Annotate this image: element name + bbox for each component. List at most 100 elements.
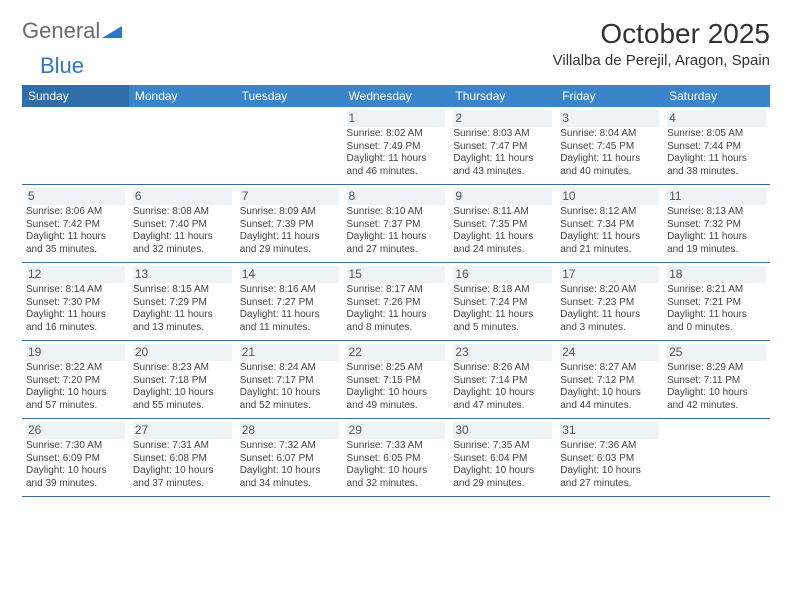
sunset-text: Sunset: 7:47 PM [453,141,552,154]
calendar-day-cell: 27Sunrise: 7:31 AMSunset: 6:08 PMDayligh… [129,419,236,497]
dl2-text: and 46 minutes. [347,166,446,179]
dl1-text: Daylight: 11 hours [560,309,659,322]
sunrise-text: Sunrise: 8:06 AM [26,206,125,219]
dl1-text: Daylight: 11 hours [453,231,552,244]
month-title: October 2025 [553,18,770,50]
sunrise-text: Sunrise: 8:08 AM [133,206,232,219]
sunrise-text: Sunrise: 8:04 AM [560,128,659,141]
calendar-week-row: 19Sunrise: 8:22 AMSunset: 7:20 PMDayligh… [22,341,770,419]
calendar-day-cell: 16Sunrise: 8:18 AMSunset: 7:24 PMDayligh… [449,263,556,341]
calendar-day-cell: 30Sunrise: 7:35 AMSunset: 6:04 PMDayligh… [449,419,556,497]
calendar-day-cell: 23Sunrise: 8:26 AMSunset: 7:14 PMDayligh… [449,341,556,419]
day-number: 19 [26,344,125,361]
dl2-text: and 24 minutes. [453,244,552,257]
dl2-text: and 49 minutes. [347,400,446,413]
sunrise-text: Sunrise: 7:36 AM [560,440,659,453]
sunrise-text: Sunrise: 7:30 AM [26,440,125,453]
sunrise-text: Sunrise: 8:21 AM [667,284,766,297]
sunrise-text: Sunrise: 8:13 AM [667,206,766,219]
calendar-day-cell: 17Sunrise: 8:20 AMSunset: 7:23 PMDayligh… [556,263,663,341]
calendar-day-cell: 18Sunrise: 8:21 AMSunset: 7:21 PMDayligh… [663,263,770,341]
sunrise-text: Sunrise: 8:10 AM [347,206,446,219]
dl2-text: and 13 minutes. [133,322,232,335]
calendar-week-row: 26Sunrise: 7:30 AMSunset: 6:09 PMDayligh… [22,419,770,497]
dl2-text: and 44 minutes. [560,400,659,413]
dl1-text: Daylight: 11 hours [133,309,232,322]
dl2-text: and 52 minutes. [240,400,339,413]
calendar-day-cell: 31Sunrise: 7:36 AMSunset: 6:03 PMDayligh… [556,419,663,497]
sunset-text: Sunset: 6:09 PM [26,453,125,466]
calendar-day-cell: 6Sunrise: 8:08 AMSunset: 7:40 PMDaylight… [129,185,236,263]
dl1-text: Daylight: 11 hours [453,309,552,322]
dl1-text: Daylight: 10 hours [347,465,446,478]
day-number: 29 [347,422,446,439]
dl2-text: and 16 minutes. [26,322,125,335]
calendar-day-cell [22,107,129,185]
day-header: Sunday [22,85,129,107]
dl2-text: and 11 minutes. [240,322,339,335]
dl2-text: and 34 minutes. [240,478,339,491]
logo-triangle-icon [102,18,122,44]
dl1-text: Daylight: 10 hours [667,387,766,400]
day-number: 4 [667,110,766,127]
dl2-text: and 35 minutes. [26,244,125,257]
sunrise-text: Sunrise: 8:03 AM [453,128,552,141]
sunrise-text: Sunrise: 7:33 AM [347,440,446,453]
calendar-body: 1Sunrise: 8:02 AMSunset: 7:49 PMDaylight… [22,107,770,497]
calendar-day-cell: 7Sunrise: 8:09 AMSunset: 7:39 PMDaylight… [236,185,343,263]
day-header: Wednesday [343,85,450,107]
day-number: 12 [26,266,125,283]
sunset-text: Sunset: 7:44 PM [667,141,766,154]
dl1-text: Daylight: 10 hours [453,387,552,400]
dl2-text: and 8 minutes. [347,322,446,335]
calendar-day-cell: 20Sunrise: 8:23 AMSunset: 7:18 PMDayligh… [129,341,236,419]
calendar-day-cell: 28Sunrise: 7:32 AMSunset: 6:07 PMDayligh… [236,419,343,497]
dl2-text: and 55 minutes. [133,400,232,413]
sunset-text: Sunset: 7:23 PM [560,297,659,310]
dl2-text: and 21 minutes. [560,244,659,257]
calendar-day-cell: 14Sunrise: 8:16 AMSunset: 7:27 PMDayligh… [236,263,343,341]
dl1-text: Daylight: 11 hours [347,309,446,322]
dl1-text: Daylight: 11 hours [133,231,232,244]
dl1-text: Daylight: 10 hours [453,465,552,478]
calendar-day-cell: 13Sunrise: 8:15 AMSunset: 7:29 PMDayligh… [129,263,236,341]
dl1-text: Daylight: 11 hours [560,153,659,166]
dl1-text: Daylight: 11 hours [347,153,446,166]
dl2-text: and 43 minutes. [453,166,552,179]
day-number: 6 [133,188,232,205]
calendar-day-cell: 8Sunrise: 8:10 AMSunset: 7:37 PMDaylight… [343,185,450,263]
dl1-text: Daylight: 11 hours [347,231,446,244]
day-header: Monday [129,85,236,107]
sunset-text: Sunset: 6:05 PM [347,453,446,466]
sunrise-text: Sunrise: 7:32 AM [240,440,339,453]
calendar-day-cell [129,107,236,185]
calendar-day-cell: 22Sunrise: 8:25 AMSunset: 7:15 PMDayligh… [343,341,450,419]
sunrise-text: Sunrise: 8:26 AM [453,362,552,375]
sunset-text: Sunset: 7:30 PM [26,297,125,310]
location-text: Villalba de Perejil, Aragon, Spain [553,52,770,69]
day-number: 10 [560,188,659,205]
dl1-text: Daylight: 10 hours [26,387,125,400]
sunset-text: Sunset: 7:40 PM [133,219,232,232]
brand-part1: General [22,18,100,44]
sunrise-text: Sunrise: 8:18 AM [453,284,552,297]
sunrise-text: Sunrise: 8:15 AM [133,284,232,297]
sunset-text: Sunset: 7:17 PM [240,375,339,388]
sunset-text: Sunset: 7:45 PM [560,141,659,154]
day-number: 17 [560,266,659,283]
day-number: 3 [560,110,659,127]
sunrise-text: Sunrise: 8:24 AM [240,362,339,375]
dl1-text: Daylight: 11 hours [560,231,659,244]
sunrise-text: Sunrise: 8:17 AM [347,284,446,297]
sunset-text: Sunset: 7:26 PM [347,297,446,310]
dl1-text: Daylight: 10 hours [240,387,339,400]
calendar-day-cell [663,419,770,497]
sunset-text: Sunset: 7:15 PM [347,375,446,388]
sunset-text: Sunset: 7:35 PM [453,219,552,232]
dl2-text: and 29 minutes. [240,244,339,257]
calendar-day-cell: 26Sunrise: 7:30 AMSunset: 6:09 PMDayligh… [22,419,129,497]
sunrise-text: Sunrise: 7:35 AM [453,440,552,453]
dl2-text: and 39 minutes. [26,478,125,491]
sunrise-text: Sunrise: 7:31 AM [133,440,232,453]
dl1-text: Daylight: 10 hours [26,465,125,478]
